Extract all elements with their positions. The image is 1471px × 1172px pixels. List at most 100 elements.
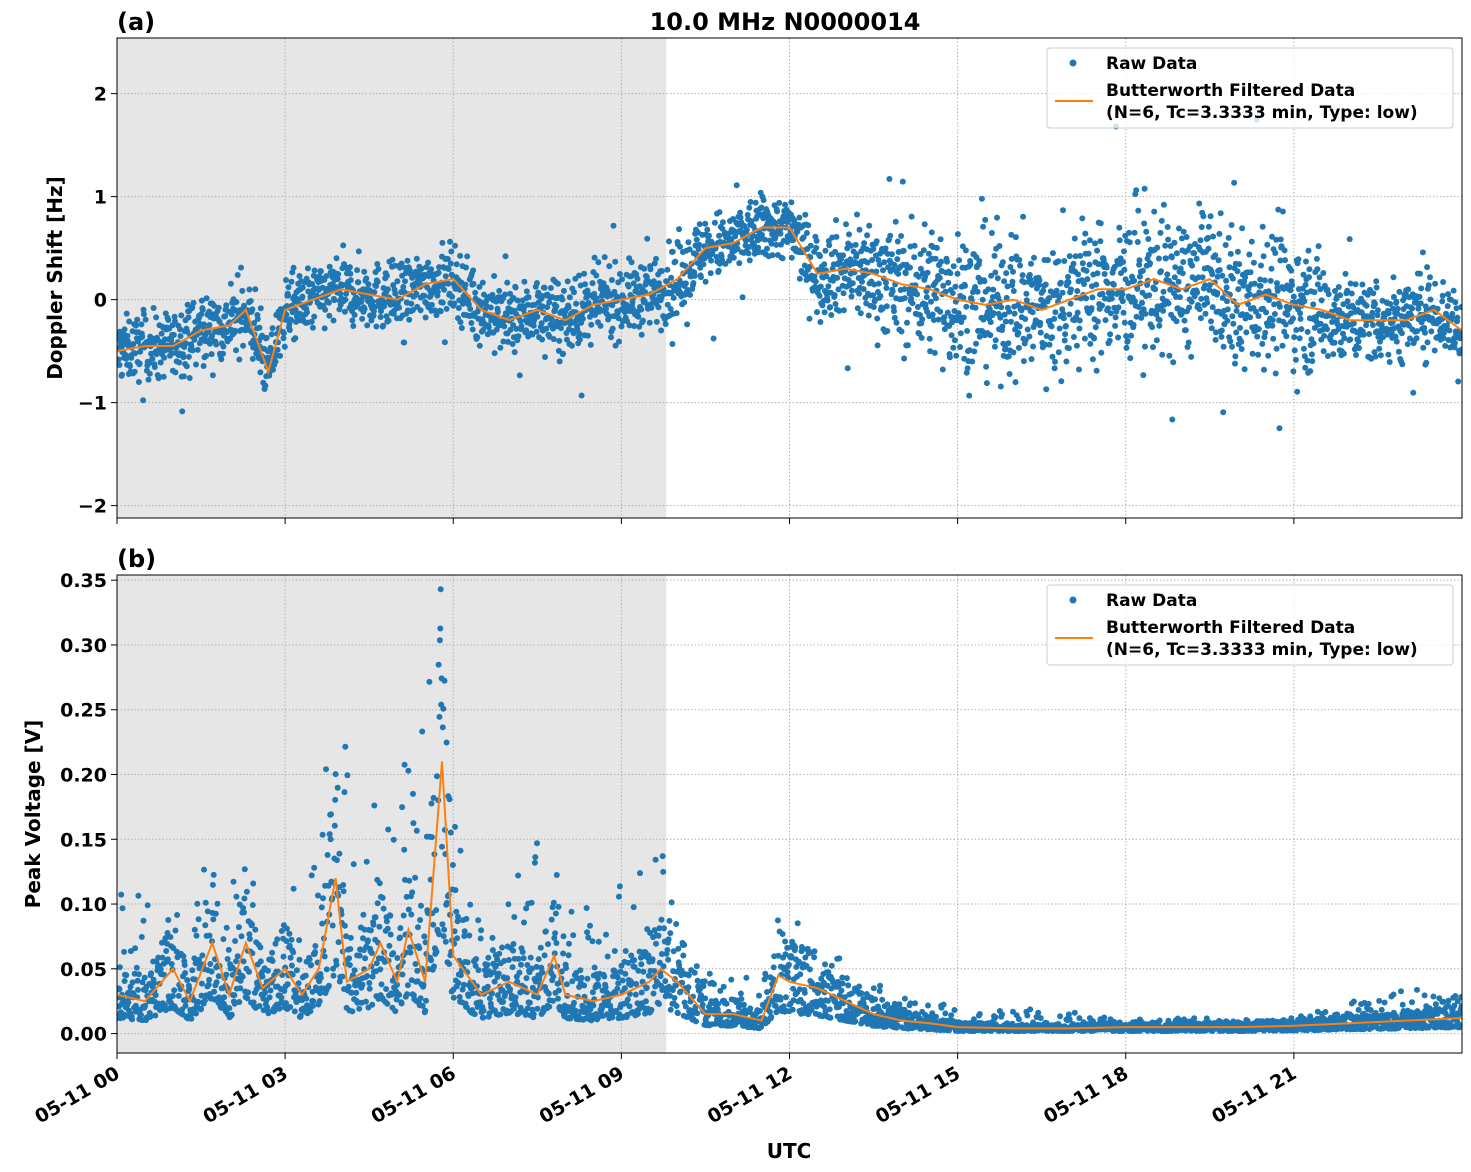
raw-data-point <box>642 998 649 1005</box>
raw-data-point <box>1134 285 1141 292</box>
raw-data-point <box>895 270 902 277</box>
raw-data-point <box>785 961 792 968</box>
raw-data-point <box>398 260 405 267</box>
raw-data-point <box>467 901 474 908</box>
raw-data-point <box>642 1010 649 1017</box>
raw-data-point <box>1304 357 1311 364</box>
raw-data-point <box>1274 280 1280 287</box>
raw-data-point <box>1286 304 1293 311</box>
raw-data-point <box>368 950 375 956</box>
raw-data-point <box>1405 286 1412 293</box>
raw-data-point <box>1440 335 1447 341</box>
raw-data-point <box>386 942 393 949</box>
raw-data-point <box>160 373 167 380</box>
raw-data-point <box>1421 324 1428 331</box>
raw-data-point <box>667 930 674 937</box>
raw-data-point <box>504 279 511 286</box>
raw-data-point <box>710 335 717 342</box>
raw-data-point <box>589 938 596 945</box>
raw-data-point <box>1257 282 1264 289</box>
raw-data-point <box>634 1010 641 1017</box>
raw-data-point <box>124 338 131 344</box>
raw-data-point <box>1318 297 1325 304</box>
raw-data-point <box>339 973 346 980</box>
raw-data-point <box>1458 346 1462 353</box>
raw-data-point <box>342 296 349 303</box>
raw-data-point <box>747 199 754 205</box>
raw-data-point <box>1215 257 1222 264</box>
raw-data-point <box>883 303 890 310</box>
raw-data-point <box>191 926 198 933</box>
raw-data-point <box>510 322 517 328</box>
raw-data-point <box>629 305 636 312</box>
raw-data-point <box>119 905 126 912</box>
raw-data-point <box>524 1005 531 1012</box>
raw-data-point <box>134 316 141 323</box>
raw-data-point <box>638 961 645 968</box>
raw-data-point <box>502 253 509 260</box>
raw-data-point <box>670 948 677 955</box>
raw-data-point <box>347 277 354 284</box>
raw-data-point <box>533 328 540 335</box>
raw-data-point <box>1443 322 1450 329</box>
raw-data-point <box>944 258 950 265</box>
raw-data-point <box>825 997 831 1004</box>
raw-data-point <box>189 967 196 974</box>
raw-data-point <box>920 247 927 254</box>
raw-data-point <box>891 314 898 321</box>
raw-data-point <box>1005 340 1012 347</box>
raw-data-point <box>1340 330 1346 337</box>
raw-data-point <box>421 292 428 299</box>
raw-data-point <box>1031 254 1037 261</box>
raw-data-point <box>835 978 842 985</box>
raw-data-point <box>238 264 244 271</box>
raw-data-point <box>701 978 708 985</box>
raw-data-point <box>782 994 789 1001</box>
raw-data-point <box>449 862 456 868</box>
raw-data-point <box>514 297 521 304</box>
raw-data-point <box>422 1007 429 1014</box>
raw-data-point <box>560 933 567 940</box>
raw-data-point <box>359 981 366 988</box>
raw-data-point <box>661 925 667 932</box>
raw-data-point <box>998 304 1005 311</box>
raw-data-point <box>1070 334 1077 340</box>
raw-data-point <box>669 341 676 347</box>
raw-data-point <box>362 955 369 962</box>
raw-data-point <box>264 967 271 974</box>
raw-data-point <box>1142 343 1148 350</box>
raw-data-point <box>509 964 516 971</box>
raw-data-point <box>631 323 638 329</box>
raw-data-point <box>1387 300 1394 307</box>
raw-data-point <box>1157 229 1164 236</box>
raw-data-point <box>790 985 797 992</box>
raw-data-point <box>138 1012 144 1018</box>
raw-data-point <box>140 311 147 318</box>
raw-data-point <box>461 928 468 935</box>
raw-data-point <box>246 286 253 293</box>
raw-data-point <box>1159 351 1166 358</box>
raw-data-point <box>632 991 639 998</box>
raw-data-point <box>451 300 458 307</box>
raw-data-point <box>569 978 576 985</box>
raw-data-point <box>180 373 187 380</box>
raw-data-point <box>597 322 604 329</box>
raw-data-point <box>698 992 704 999</box>
raw-data-point <box>564 278 571 285</box>
raw-data-point <box>1261 366 1267 373</box>
raw-data-point <box>208 351 215 358</box>
raw-data-point <box>336 306 343 313</box>
raw-data-point <box>431 307 438 314</box>
raw-data-point <box>1301 298 1308 305</box>
raw-data-point <box>960 294 967 301</box>
raw-data-point <box>461 933 468 939</box>
raw-data-point <box>1154 244 1161 251</box>
raw-data-point <box>316 998 323 1005</box>
raw-data-point <box>677 243 683 250</box>
raw-data-point <box>873 268 880 275</box>
raw-data-point <box>794 920 801 927</box>
raw-data-point <box>240 342 247 349</box>
raw-data-point <box>999 259 1006 266</box>
raw-data-point <box>312 949 318 955</box>
raw-data-point <box>442 938 449 945</box>
